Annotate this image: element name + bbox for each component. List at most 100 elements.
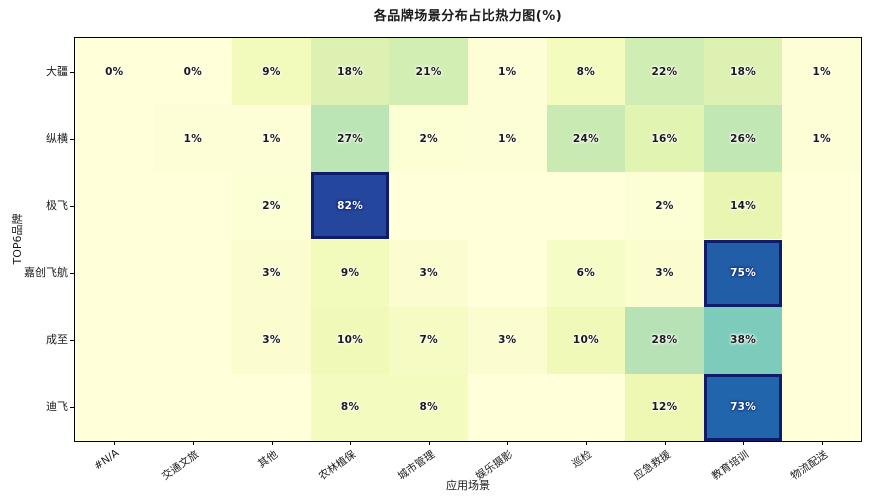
- heatmap-cell: 3%: [232, 306, 311, 374]
- x-axis-tick: [743, 441, 745, 445]
- x-tick-label: 其他: [255, 448, 280, 471]
- heatmap-cell: 2%: [625, 172, 704, 240]
- cell-value-label: 26%: [730, 132, 757, 145]
- heatmap-cell: 1%: [782, 38, 861, 106]
- heatmap-cell: [782, 306, 861, 374]
- cell-value-label: 0%: [105, 65, 124, 78]
- cell-value-label: 28%: [651, 334, 678, 347]
- cell-value-label: 2%: [262, 199, 281, 212]
- cell-value-label: 3%: [262, 267, 281, 280]
- heatmap-cell: 8%: [310, 373, 390, 441]
- y-tick-label: 成至: [46, 333, 68, 347]
- heatmap-cell: 82%: [310, 172, 390, 240]
- heatmap-cell: 73%: [703, 373, 783, 441]
- heatmap-cell: 18%: [703, 38, 783, 106]
- heatmap-cell: 16%: [625, 105, 704, 173]
- heatmap-cell: [546, 373, 626, 441]
- x-tick-label: #N/A: [91, 447, 122, 473]
- cell-value-label: 18%: [337, 65, 364, 78]
- cell-value-label: 9%: [340, 267, 360, 280]
- cell-value-label: 8%: [340, 401, 360, 414]
- cell-value-label: 82%: [337, 199, 364, 212]
- y-axis-tick: [70, 71, 74, 73]
- heatmap-cell: 8%: [389, 373, 468, 441]
- heatmap-cell: [468, 373, 547, 441]
- heatmap-cell: [153, 306, 233, 374]
- heatmap-cell: 9%: [310, 239, 390, 307]
- heatmap-cell: 3%: [625, 239, 704, 307]
- cell-value-label: 16%: [651, 132, 678, 145]
- heatmap-cell: [75, 306, 154, 374]
- x-axis-tick: [428, 441, 430, 445]
- x-axis-tick: [350, 441, 352, 445]
- heatmap-cell: 2%: [232, 172, 311, 240]
- heatmap-cell: 8%: [546, 38, 626, 106]
- y-tick-label: 迪飞: [46, 400, 68, 414]
- cell-value-label: 38%: [730, 334, 757, 347]
- heatmap-cell: 3%: [389, 239, 468, 307]
- heatmap-cell: [75, 239, 154, 307]
- heatmap-cell: [75, 105, 154, 173]
- cell-value-label: 3%: [262, 334, 281, 347]
- x-axis-tick: [664, 441, 666, 445]
- heatmap-cell: 2%: [389, 105, 468, 173]
- cell-value-label: 75%: [730, 267, 757, 280]
- heatmap-cell: [153, 239, 233, 307]
- cell-value-label: 12%: [651, 401, 678, 414]
- heatmap-cell: [546, 172, 626, 240]
- cell-value-label: 22%: [651, 65, 678, 78]
- heatmap-cell: 9%: [232, 38, 311, 106]
- x-tick-label: 巡检: [569, 448, 594, 471]
- cell-value-label: 1%: [183, 132, 203, 145]
- cell-value-label: 6%: [576, 267, 596, 280]
- cell-value-label: 21%: [415, 65, 442, 78]
- heatmap-cell: 1%: [468, 105, 547, 173]
- cell-value-label: 3%: [655, 267, 674, 280]
- heatmap-cell: [468, 239, 547, 307]
- cell-value-label: 7%: [419, 334, 438, 347]
- heatmap-cell: 1%: [468, 38, 547, 106]
- cell-value-label: 10%: [337, 334, 364, 347]
- heatmap-cell: 10%: [546, 306, 626, 374]
- heatmap-cell: [782, 239, 861, 307]
- x-axis-tick: [192, 441, 194, 445]
- cell-value-label: 14%: [730, 199, 757, 212]
- heatmap-cell: 3%: [468, 306, 547, 374]
- heatmap-cell: 27%: [310, 105, 390, 173]
- cell-value-label: 73%: [730, 401, 757, 414]
- heatmap-cell: 1%: [153, 105, 233, 173]
- cell-value-label: 27%: [337, 132, 364, 145]
- heatmap-cell: 14%: [703, 172, 783, 240]
- heatmap-cell: 22%: [625, 38, 704, 106]
- heatmap-cell: 75%: [703, 239, 783, 307]
- cell-value-label: 1%: [498, 132, 517, 145]
- x-axis-tick: [271, 441, 273, 445]
- heatmap-cell: [782, 373, 861, 441]
- y-axis-tick: [70, 340, 74, 342]
- heatmap-cell: 6%: [546, 239, 626, 307]
- y-axis-title: TOP6品牌: [11, 213, 24, 265]
- cell-value-label: 9%: [262, 65, 281, 78]
- cell-value-label: 8%: [419, 401, 438, 414]
- cell-value-label: 1%: [812, 65, 831, 78]
- x-axis-tick: [114, 441, 116, 445]
- heatmap-cell: 12%: [625, 373, 704, 441]
- x-axis-tick: [507, 441, 509, 445]
- y-axis-tick: [70, 205, 74, 207]
- x-axis-tick: [821, 441, 823, 445]
- y-tick-label: 大疆: [46, 64, 68, 78]
- heatmap-cell: 7%: [389, 306, 468, 374]
- heatmap-plot: 0% 0% 9% 18% 21% 1% 8% 22% 18% 1% 1% 1% 27% 2% 1% 24% 16…: [74, 37, 862, 442]
- heatmap-cell: 38%: [703, 306, 783, 374]
- cell-value-label: 8%: [576, 65, 596, 78]
- cell-value-label: 1%: [812, 132, 831, 145]
- heatmap-cell: [75, 172, 154, 240]
- y-tick-label: 极飞: [46, 198, 68, 212]
- cell-value-label: 1%: [262, 132, 281, 145]
- y-axis-tick: [70, 138, 74, 140]
- chart-title: 各品牌场景分布占比热力图(%): [373, 9, 563, 24]
- heatmap-cell: 0%: [75, 38, 154, 106]
- heatmap-cell: [153, 373, 233, 441]
- heatmap-cell: 3%: [232, 239, 311, 307]
- heatmap-cell: [389, 172, 468, 240]
